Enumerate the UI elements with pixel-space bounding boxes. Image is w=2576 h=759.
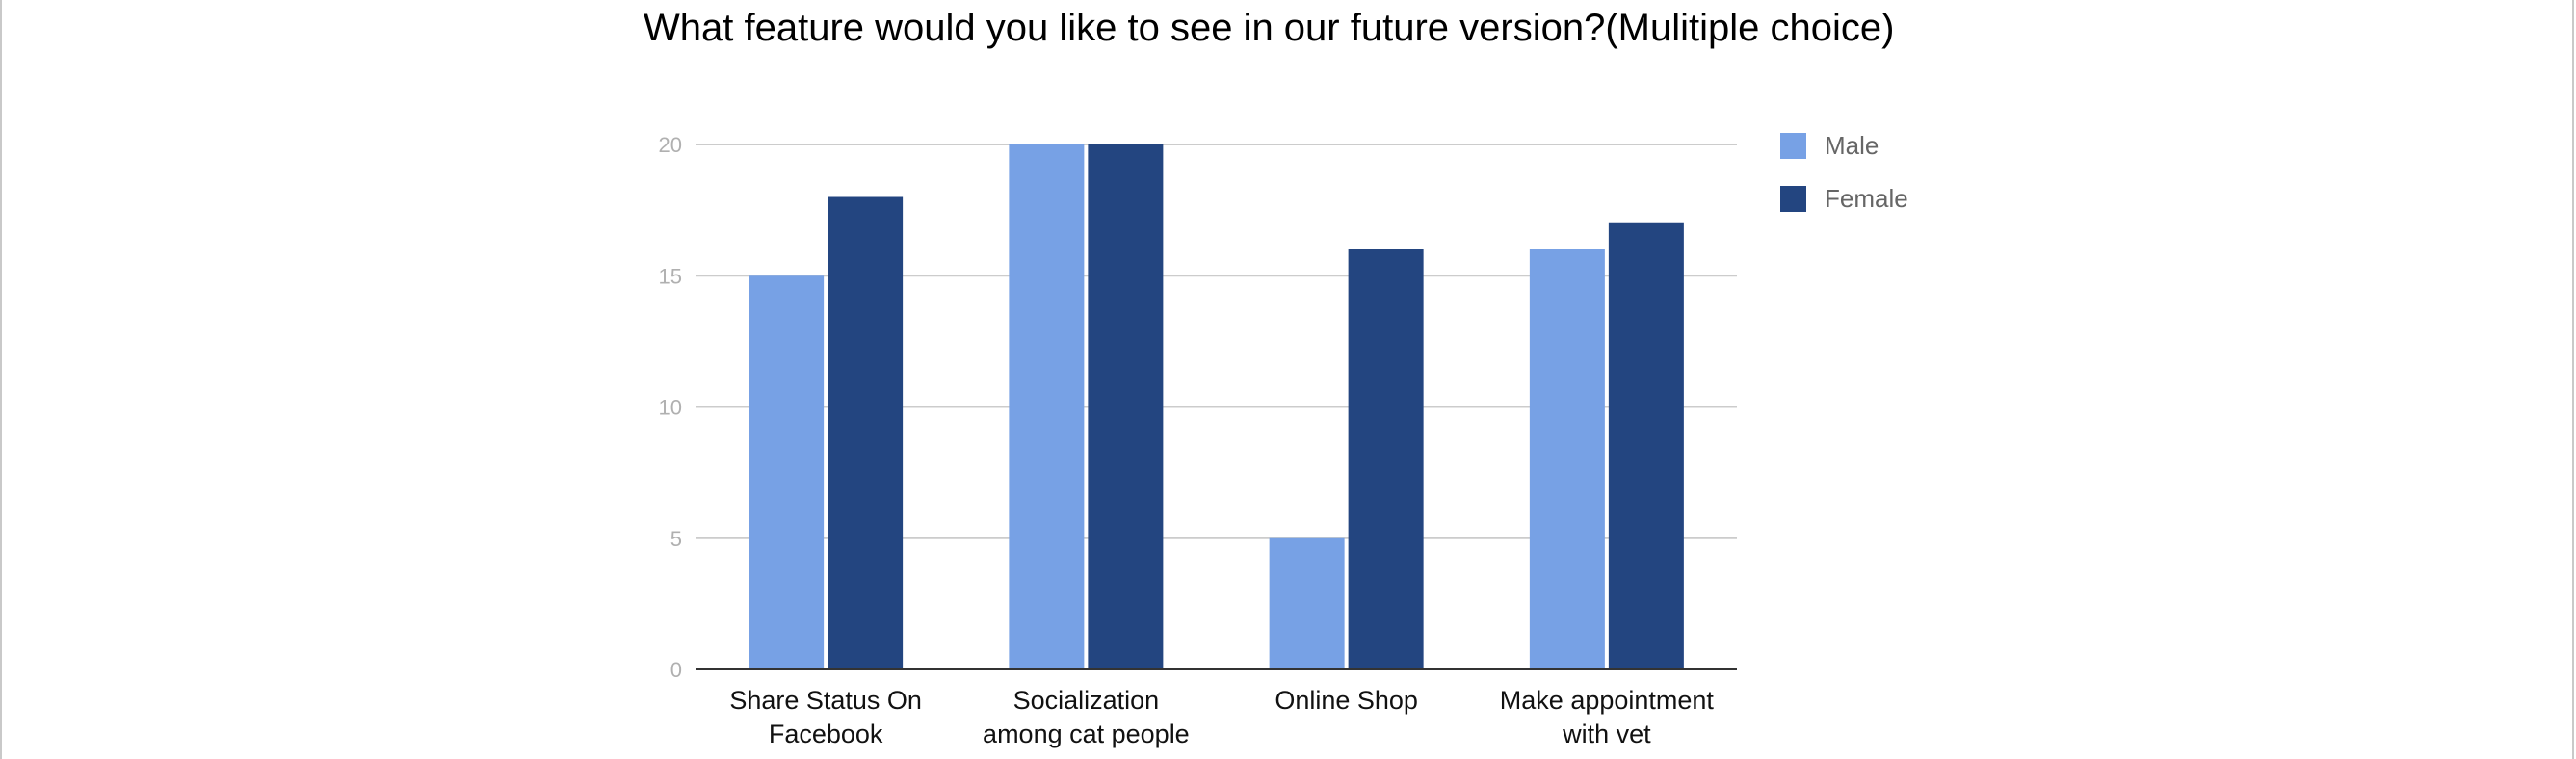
y-tick-label-5: 5 xyxy=(670,527,682,551)
chart-title: What feature would you like to see in ou… xyxy=(644,7,1895,49)
y-tick-label-0: 0 xyxy=(670,658,682,682)
y-tick-label-20: 20 xyxy=(659,133,682,157)
bar-male-0 xyxy=(749,275,825,669)
bar-male-3 xyxy=(1529,249,1605,669)
y-tick-label-15: 15 xyxy=(659,264,682,288)
bar-male-1 xyxy=(1009,144,1085,669)
x-tick-label-3-0: Make appointment xyxy=(1500,686,1715,715)
legend-label-female: Female xyxy=(1825,184,1908,213)
x-tick-label-0-1: Facebook xyxy=(769,720,883,748)
y-tick-label-10: 10 xyxy=(659,396,682,420)
legend-label-male: Male xyxy=(1825,131,1879,160)
bar-female-3 xyxy=(1608,222,1684,669)
x-tick-label-2-0: Online Shop xyxy=(1275,686,1418,715)
bar-male-2 xyxy=(1269,537,1345,669)
bar-female-2 xyxy=(1348,249,1424,669)
legend-swatch-male xyxy=(1780,133,1806,159)
bar-female-0 xyxy=(828,196,904,669)
x-tick-label-1-1: among cat people xyxy=(983,720,1190,748)
x-tick-label-3-1: with vet xyxy=(1562,720,1651,748)
bar-female-1 xyxy=(1088,144,1164,669)
legend-swatch-female xyxy=(1780,186,1806,212)
x-tick-label-0-0: Share Status On xyxy=(729,686,922,715)
x-tick-label-1-0: Socialization xyxy=(1013,686,1160,715)
